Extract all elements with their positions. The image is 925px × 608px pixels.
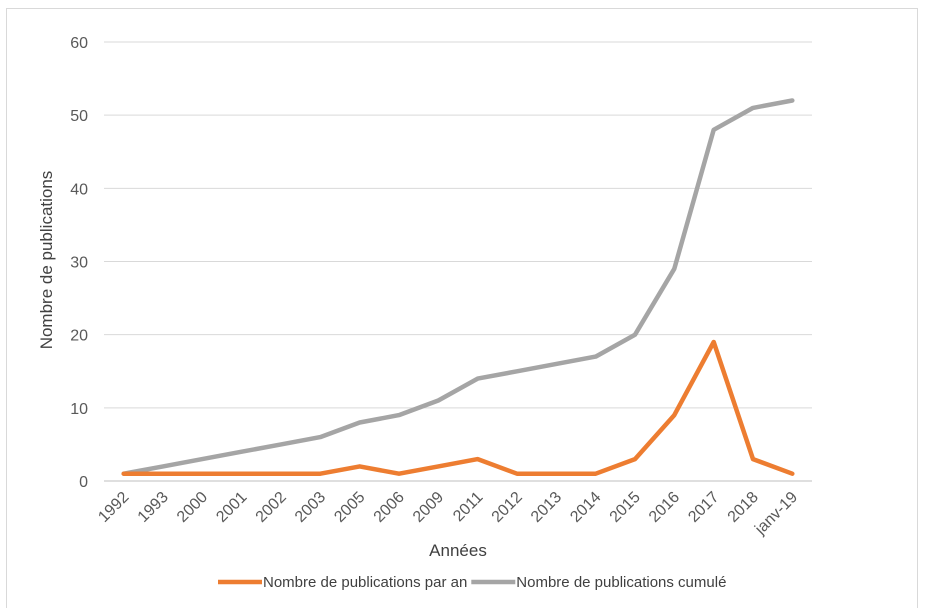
series-line-0 [121,339,795,476]
x-tick-label: 2002 [253,489,290,526]
series-lines [121,98,795,476]
x-tick-label: 2001 [213,489,250,526]
gridlines [104,41,812,482]
x-axis-title: Années [429,541,487,560]
x-tick-label: 2013 [528,489,565,526]
legend-label: Nombre de publications cumulé [516,574,726,591]
chart-frame [6,8,918,608]
series-line-1 [121,98,795,476]
x-axis-ticks: 1992 1993 2000 2001 2002 2003 2005 2006 2009 2011… [95,489,801,539]
legend-label: Nombre de publications par an [263,574,467,591]
y-tick-label: 10 [70,401,88,418]
y-tick-label: 0 [79,474,88,491]
y-tick-label: 40 [70,181,88,198]
y-tick-label: 20 [70,328,88,345]
y-axis-title: Nombre de publications [37,171,56,350]
y-tick-label: 30 [70,255,88,272]
x-tick-label: 2016 [646,489,683,526]
y-tick-label: 50 [70,108,88,125]
x-tick-label: 2015 [607,489,644,526]
x-tick-label: 2012 [489,489,526,526]
x-tick-label: 2005 [331,489,368,526]
x-tick-label: 2009 [410,489,447,526]
y-tick-label: 60 [70,35,88,52]
x-tick-label: 1993 [135,489,172,526]
x-tick-label: 2006 [371,489,408,526]
x-tick-label: janv-19 [751,489,801,539]
x-tick-label: 2011 [450,489,486,525]
x-tick-label: 2003 [292,489,329,526]
x-tick-label: 2000 [174,489,211,526]
x-tick-label: 2014 [567,489,604,526]
legend: Nombre de publications par an Nombre de p… [218,574,726,591]
x-tick-label: 2017 [685,489,722,526]
y-axis-ticks: 0 10 20 30 40 50 60 [70,35,88,491]
x-tick-label: 1992 [95,489,132,526]
